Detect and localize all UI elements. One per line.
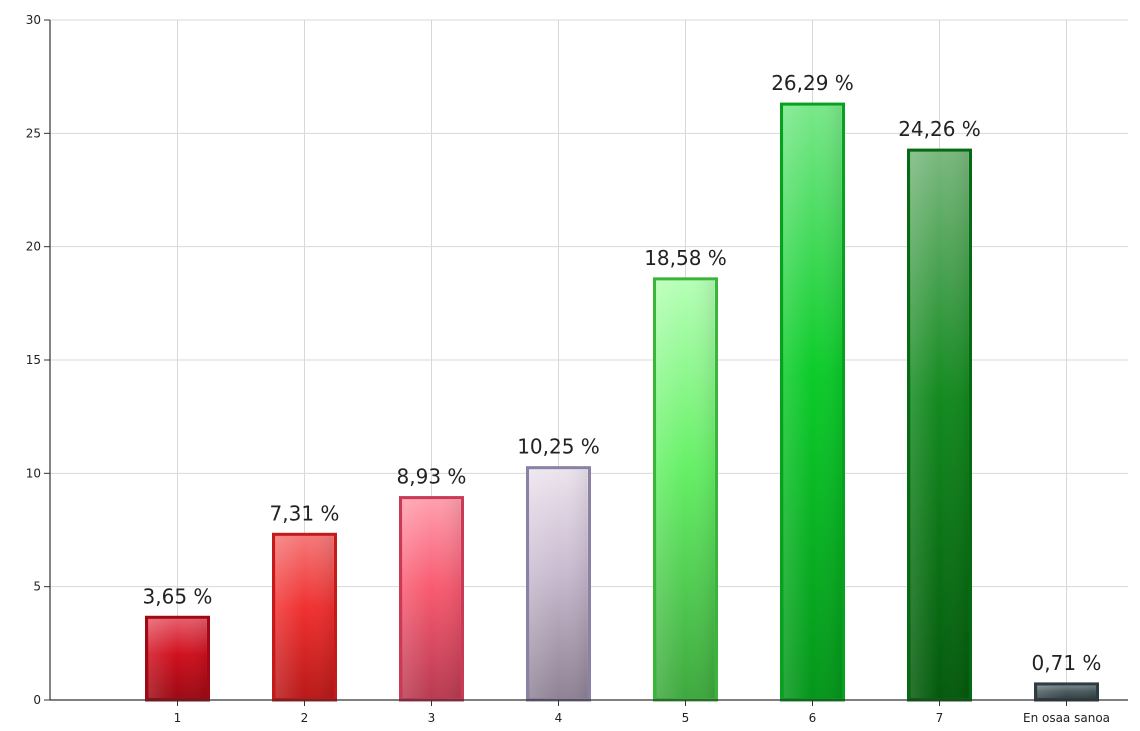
bar-shine [656,280,715,698]
bar-shine [275,536,334,698]
x-tick-label: 1 [174,711,182,725]
bar-shine [910,152,969,698]
x-tick-label: 4 [555,711,563,725]
data-label: 18,58 % [644,246,727,270]
data-label: 7,31 % [270,501,340,525]
bar-shine [783,106,842,699]
axes: 0 5 10 15 20 25 30 1 2 3 4 5 6 7 En osaa sanoa [26,13,1128,725]
x-tick-label: 3 [428,711,436,725]
x-tick-label: 7 [936,711,944,725]
y-tick-label: 5 [33,580,41,594]
data-label: 0,71 % [1032,651,1102,675]
y-tick-label: 20 [26,240,41,254]
bar-shine [1037,685,1096,698]
bar-shine [402,499,461,698]
data-label: 24,26 % [898,117,981,141]
x-tick-label: 5 [682,711,690,725]
bar-shine [529,469,588,698]
x-tick-label: 6 [809,711,817,725]
data-label: 10,25 % [517,435,600,459]
y-tick-label: 30 [26,13,41,27]
y-tick-label: 15 [26,353,41,367]
x-tick-label: En osaa sanoa [1023,711,1110,725]
bars [145,102,1099,702]
y-tick-label: 25 [26,126,41,140]
data-label: 8,93 % [397,465,467,489]
y-tick-label: 0 [33,693,41,707]
y-tick-label: 10 [26,466,41,480]
data-label: 26,29 % [771,71,854,95]
data-labels: 3,65 % 7,31 % 8,93 % 10,25 % 18,58 % 26,29 % 2… [143,71,1102,675]
x-tick-label: 2 [301,711,309,725]
bar-shine [148,619,207,698]
data-label: 3,65 % [143,584,213,608]
